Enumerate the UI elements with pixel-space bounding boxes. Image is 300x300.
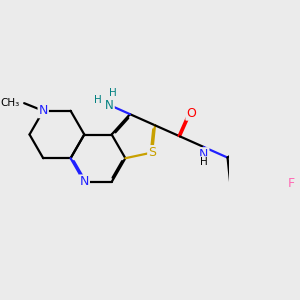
Text: F: F (288, 177, 295, 190)
Text: N: N (38, 104, 48, 117)
Text: H: H (200, 157, 208, 167)
Text: N: N (80, 176, 89, 188)
Text: CH₃: CH₃ (1, 98, 20, 108)
Text: O: O (186, 107, 196, 120)
Text: N: N (105, 98, 114, 112)
Text: N: N (199, 148, 208, 161)
Text: S: S (148, 146, 156, 159)
Text: H: H (94, 95, 102, 105)
Text: H: H (109, 88, 117, 98)
